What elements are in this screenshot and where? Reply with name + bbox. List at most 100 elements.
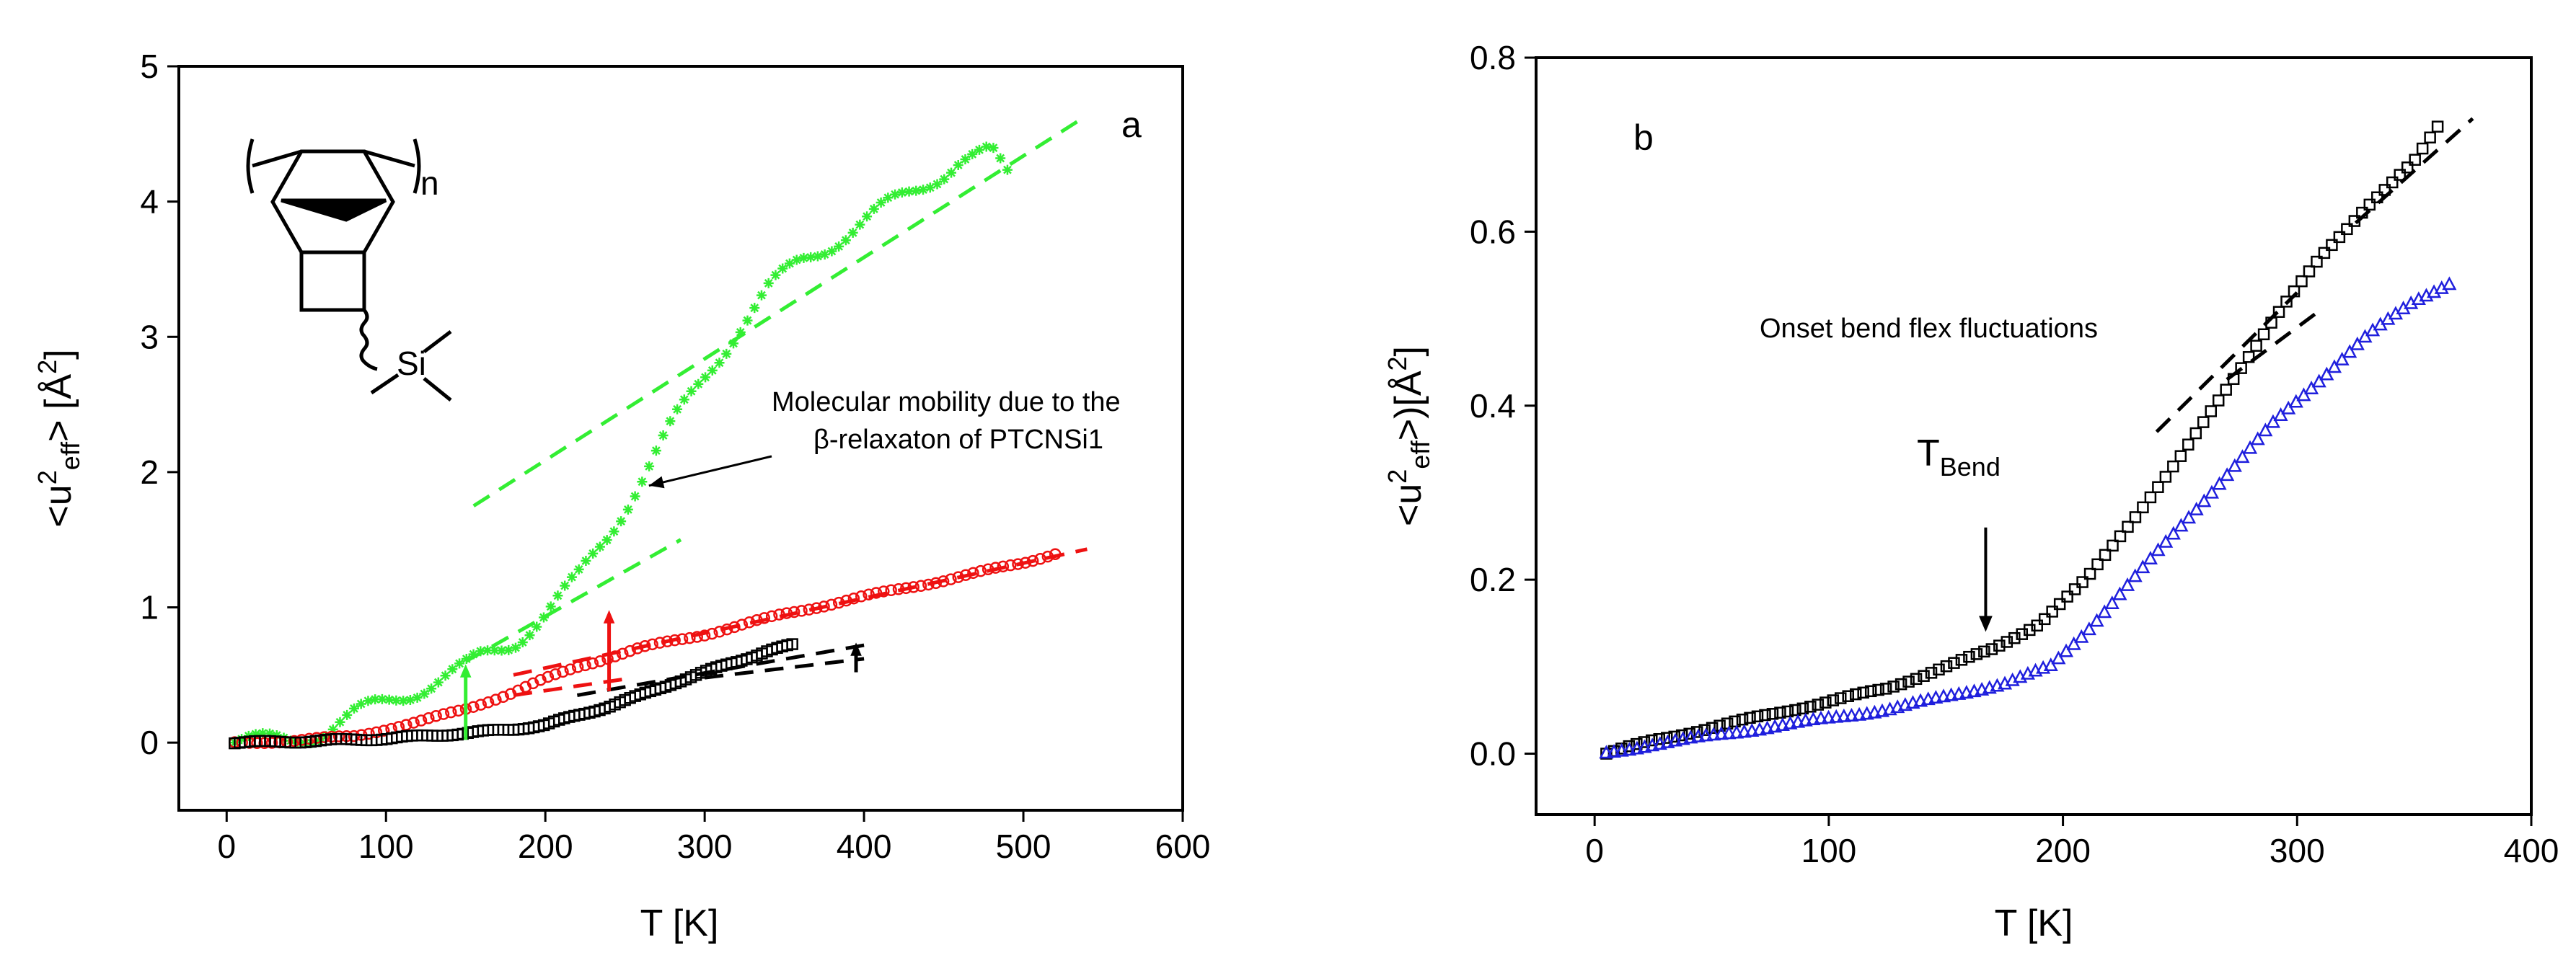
data-point: [1646, 734, 1658, 747]
data-point: [1867, 704, 1882, 719]
data-point: [2258, 422, 2273, 437]
data-point: [918, 185, 929, 195]
data-point: [1970, 648, 1983, 660]
data-point: [594, 655, 606, 668]
data-point: [609, 526, 619, 537]
data-point: [945, 573, 957, 585]
x-axis-ticks-b: 0 100 200 300 400: [1585, 815, 2559, 869]
data-point: [981, 141, 992, 152]
data-point: [1798, 712, 1813, 727]
data-point: [1622, 742, 1637, 756]
data-point: [1012, 558, 1024, 570]
data-point: [1766, 708, 1779, 720]
data-point: [1729, 715, 1741, 728]
data-point: [2166, 526, 2181, 540]
data-point: [2272, 306, 2285, 318]
x-tick-label: 100: [1801, 832, 1857, 869]
data-point: [296, 734, 308, 746]
data-point: [524, 630, 535, 641]
data-point: [1652, 736, 1667, 750]
data-point: [412, 692, 423, 703]
data-point: [2212, 394, 2225, 407]
data-point: [426, 683, 437, 694]
data-point: [997, 560, 1010, 573]
data-point: [461, 654, 472, 665]
data-point: [265, 728, 275, 739]
data-point: [557, 665, 569, 678]
data-point: [2431, 120, 2444, 133]
data-point: [650, 445, 661, 456]
data-point: [878, 585, 890, 598]
data-point: [1729, 724, 1744, 739]
data-point: [1836, 708, 1851, 722]
data-point: [1928, 690, 1944, 704]
data-point: [2174, 450, 2187, 462]
data-point: [2303, 265, 2316, 278]
onset-annotation: Onset bend flex fluctuations: [1760, 314, 2098, 344]
data-point: [967, 148, 978, 159]
data-point: [2235, 449, 2250, 464]
data-point: [549, 668, 562, 680]
data-point: [237, 734, 247, 745]
data-point: [1744, 711, 1756, 724]
data-point: [2089, 613, 2104, 627]
data-point: [2326, 359, 2342, 373]
panel-letter-b: b: [1633, 118, 1654, 158]
chemical-structure: [246, 138, 452, 402]
data-point: [896, 187, 907, 198]
data-point: [482, 696, 495, 709]
data-point: [974, 564, 987, 577]
data-point: [2424, 131, 2436, 143]
data-point: [2066, 636, 2081, 650]
data-point: [2341, 223, 2353, 236]
data-point: [653, 637, 666, 649]
data-point: [819, 249, 830, 260]
data-point: [1918, 670, 1930, 682]
data-point: [914, 580, 927, 593]
data-point: [573, 564, 584, 575]
data-point: [773, 608, 785, 621]
data-point: [953, 160, 963, 171]
data-point: [1783, 715, 1798, 730]
data-point: [1849, 688, 1862, 701]
data-point: [2076, 576, 2088, 588]
data-point: [1041, 550, 1054, 563]
data-point: [922, 578, 935, 591]
data-point: [1857, 686, 1869, 699]
data-point: [2386, 176, 2399, 189]
data-point: [713, 626, 725, 638]
data-point: [318, 731, 330, 743]
data-point: [2288, 285, 2301, 298]
data-point: [639, 640, 651, 652]
data-point: [868, 203, 879, 214]
data-point: [2333, 231, 2346, 244]
data-point: [1759, 709, 1771, 722]
data-point: [1813, 710, 1829, 724]
data-point: [2053, 598, 2066, 611]
data-point: [433, 677, 444, 688]
data-point: [810, 602, 823, 614]
data-point: [658, 430, 669, 440]
data-point: [939, 174, 950, 185]
data-point: [1993, 639, 2006, 652]
y-axis-ticks-b: 0.0 0.2 0.4 0.6 0.8: [1470, 39, 1536, 773]
data-point: [728, 621, 741, 634]
data-point: [751, 613, 763, 626]
data-point: [2442, 276, 2457, 291]
data-point: [1806, 711, 1821, 726]
data-point: [1835, 692, 1847, 704]
data-point: [1653, 732, 1666, 745]
data-point: [691, 631, 703, 643]
data-point: [855, 219, 865, 230]
data-point: [2212, 476, 2227, 490]
data-point: [2114, 530, 2127, 543]
data-point: [407, 717, 420, 729]
data-point: [1864, 685, 1877, 698]
data-point: [342, 709, 353, 720]
data-point: [2250, 340, 2262, 352]
data-point: [2091, 558, 2104, 571]
data-point: [1963, 650, 1975, 663]
data-point: [1614, 742, 1629, 757]
data-point: [735, 327, 746, 337]
data-point: [257, 728, 268, 739]
